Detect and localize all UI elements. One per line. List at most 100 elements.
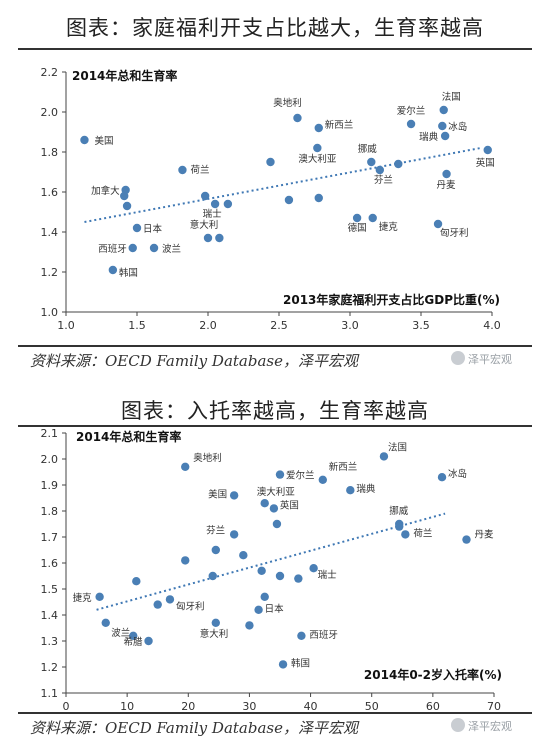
- data-point: [178, 165, 187, 175]
- point-label: 澳大利亚: [257, 486, 296, 498]
- data-point: [211, 545, 220, 555]
- data-point: [101, 618, 110, 627]
- point-label: 奥地利: [193, 452, 222, 464]
- y-tick-label: 1.6: [41, 186, 59, 199]
- source-rule-2: [18, 712, 532, 714]
- y-tick-label: 1.2: [41, 661, 59, 674]
- y-tick-label: 1.8: [41, 505, 59, 518]
- data-point: [257, 566, 266, 575]
- x-axis-title: 2014年0-2岁入托率(%): [364, 667, 502, 682]
- data-point: [149, 243, 159, 253]
- point-label: 波兰: [111, 627, 130, 639]
- y-tick-label: 1.8: [41, 146, 59, 159]
- point-label: 荷兰: [190, 164, 209, 176]
- x-tick-label: 60: [426, 700, 440, 713]
- data-point: [80, 135, 89, 145]
- title-rule-1: [18, 48, 532, 50]
- data-point: [229, 530, 239, 539]
- point-label: 西班牙: [309, 629, 338, 641]
- point-label: 爱尔兰: [286, 470, 315, 482]
- data-point: [223, 199, 233, 209]
- source-rule-1: [18, 345, 532, 347]
- data-point: [181, 556, 190, 565]
- data-point: [132, 223, 142, 233]
- data-point: [284, 195, 294, 205]
- point-label: 法国: [388, 441, 407, 453]
- x-tick-label: 10: [120, 700, 134, 713]
- data-point: [120, 191, 129, 201]
- data-point: [375, 165, 385, 175]
- x-tick-label: 3.0: [341, 319, 359, 332]
- trend-line: [84, 147, 481, 223]
- x-tick-label: 4.0: [483, 319, 501, 332]
- data-point: [314, 123, 323, 133]
- data-point: [229, 491, 239, 500]
- x-tick-label: 40: [304, 700, 318, 713]
- data-point: [129, 631, 138, 640]
- data-point: [215, 233, 224, 243]
- point-label: 美国: [94, 135, 113, 147]
- point-label: 法国: [442, 91, 461, 103]
- data-point: [352, 213, 362, 223]
- y-tick-label: 1.9: [41, 479, 59, 492]
- data-point: [210, 199, 220, 209]
- y-tick-label: 1.3: [41, 635, 59, 648]
- data-point: [165, 595, 175, 604]
- x-tick-label: 70: [487, 700, 501, 713]
- point-label: 芬兰: [374, 174, 393, 186]
- y-axis-title: 2014年总和生育率: [76, 429, 181, 444]
- point-label: 挪威: [358, 143, 378, 155]
- y-tick-label: 1.0: [41, 306, 59, 319]
- x-tick-label: 0: [63, 700, 70, 713]
- data-point: [128, 243, 137, 253]
- y-tick-label: 1.4: [41, 609, 59, 622]
- watermark-logo-icon: [451, 351, 465, 365]
- y-tick-label: 2.0: [41, 106, 59, 119]
- point-label: 瑞典: [419, 131, 439, 143]
- point-label: 意大利: [190, 219, 219, 231]
- data-point: [379, 452, 389, 461]
- point-label: 荷兰: [413, 527, 432, 539]
- source-note-2: 资料来源：OECD Family Database，泽平宏观: [30, 719, 358, 737]
- data-point: [437, 473, 447, 482]
- point-label: 冰岛: [448, 121, 467, 133]
- data-point: [122, 201, 132, 211]
- data-point: [275, 470, 285, 479]
- point-label: 德国: [348, 222, 367, 234]
- data-point: [439, 105, 448, 115]
- data-point: [108, 265, 118, 275]
- point-label: 波兰: [162, 243, 181, 255]
- point-label: 新西兰: [325, 119, 354, 131]
- x-axis-title: 2013年家庭福利开支占比GDP比重(%): [283, 292, 500, 307]
- x-tick-label: 1.0: [57, 319, 75, 332]
- trend-line: [96, 512, 446, 611]
- data-point: [254, 605, 263, 614]
- point-label: 挪威: [389, 505, 409, 517]
- data-point: [266, 157, 275, 167]
- scatter-chart-family-welfare: 1.0 1.2 1.4 1.6 1.8 2.0 2.2 1.0 1.5 2.0 2.5 3.0 3.5 4…: [41, 66, 501, 332]
- y-tick-label: 2.0: [41, 453, 59, 466]
- point-label: 丹麦: [437, 179, 457, 191]
- point-label: 丹麦: [474, 529, 494, 541]
- x-tick-label: 3.5: [412, 319, 430, 332]
- point-label: 澳大利亚: [298, 153, 337, 165]
- watermark-1: 泽平宏观: [468, 353, 512, 366]
- data-point: [318, 475, 327, 484]
- point-label: 捷克: [379, 221, 399, 233]
- point-label: 日本: [265, 603, 285, 615]
- data-point: [394, 159, 403, 169]
- data-point: [367, 157, 376, 167]
- x-tick-label: 2.5: [270, 319, 288, 332]
- data-point: [462, 535, 471, 544]
- y-tick-label: 1.1: [41, 687, 59, 700]
- point-label: 爱尔兰: [397, 105, 426, 117]
- data-point: [269, 504, 279, 513]
- point-label: 匈牙利: [176, 600, 205, 612]
- point-label: 西班牙: [98, 243, 127, 255]
- point-label: 瑞典: [356, 483, 376, 495]
- point-label: 冰岛: [448, 468, 467, 480]
- y-tick-label: 1.7: [41, 531, 59, 544]
- data-point: [294, 574, 303, 583]
- point-label: 瑞士: [318, 569, 338, 581]
- point-label: 奥地利: [273, 97, 302, 109]
